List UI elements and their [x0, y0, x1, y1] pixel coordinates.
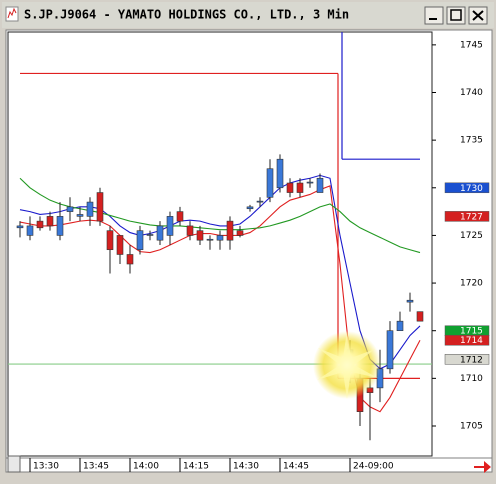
- candle-body: [166, 216, 174, 236]
- scroll-box[interactable]: [7, 455, 21, 473]
- price-tag-label: 1712: [460, 355, 483, 365]
- price-tag-label: 1727: [460, 212, 483, 222]
- price-tag: [444, 354, 490, 365]
- x-tick-label: 14:45: [283, 462, 309, 472]
- price-tag-label: 1730: [460, 184, 483, 194]
- scroll-arrow[interactable]: [474, 461, 491, 473]
- indicator-line: [19, 174, 421, 370]
- candle-body: [206, 238, 214, 241]
- candle-body: [66, 206, 74, 212]
- candle-body: [26, 225, 34, 236]
- y-tick-label: 1735: [460, 136, 483, 146]
- candle-body: [386, 330, 394, 370]
- candle-body: [246, 206, 254, 210]
- candle-body: [16, 225, 24, 229]
- candle-body: [296, 182, 304, 193]
- y-tick-label: 1745: [460, 40, 483, 50]
- time-axis: [5, 457, 493, 473]
- candle-body: [46, 216, 54, 227]
- y-tick-label: 1705: [460, 421, 483, 431]
- price-tag: [444, 334, 490, 346]
- x-tick-label: 14:30: [233, 462, 259, 472]
- price-tag-label: 1714: [460, 336, 483, 346]
- candle-body: [266, 168, 274, 198]
- candle-body: [96, 192, 104, 222]
- y-tick-label: 1740: [460, 88, 483, 98]
- y-tick-label: 1710: [460, 374, 483, 384]
- y-tick-label: 1725: [460, 231, 483, 241]
- maximize-button[interactable]: [446, 6, 466, 25]
- candle-body: [86, 201, 94, 217]
- x-tick-label: 14:15: [183, 462, 209, 472]
- x-tick-label: 13:45: [83, 462, 109, 472]
- price-tag: [444, 211, 490, 222]
- candle-body: [126, 254, 134, 265]
- window-title: S.JP.J9064 - YAMATO HOLDINGS CO., LTD., …: [24, 8, 349, 22]
- y-tick-label: 1720: [460, 279, 483, 289]
- x-tick-label: 14:00: [133, 462, 159, 472]
- candle-body: [76, 214, 84, 217]
- app-icon: [5, 6, 19, 22]
- candle-body: [176, 211, 184, 222]
- title-bar: [2, 2, 494, 28]
- candle-body: [136, 230, 144, 251]
- candle-body: [256, 200, 264, 203]
- flash: [313, 331, 381, 399]
- x-tick-label: 24-09:00: [353, 462, 394, 472]
- candle-body: [316, 177, 324, 193]
- candle-body: [216, 235, 224, 241]
- candle-body: [286, 182, 294, 193]
- candle-body: [116, 235, 124, 255]
- minimize-button[interactable]: [424, 6, 444, 25]
- candle-body: [276, 158, 284, 189]
- candle-body: [156, 225, 164, 241]
- candle-body: [196, 230, 204, 241]
- candle-body: [146, 234, 154, 236]
- candle-body: [236, 230, 244, 236]
- x-tick-label: 13:30: [33, 462, 59, 472]
- indicator-line: [19, 177, 421, 254]
- close-button[interactable]: [468, 6, 488, 25]
- candle-body: [416, 311, 424, 322]
- candle-body: [36, 220, 44, 229]
- candle-body: [56, 216, 64, 236]
- candle-body: [306, 181, 314, 184]
- candle-body: [106, 230, 114, 251]
- candle-body: [186, 225, 194, 236]
- candle-body: [226, 220, 234, 241]
- candle-body: [396, 320, 404, 332]
- candle-body: [406, 299, 414, 303]
- price-tag: [444, 182, 490, 194]
- price-tag-label: 1715: [460, 327, 483, 337]
